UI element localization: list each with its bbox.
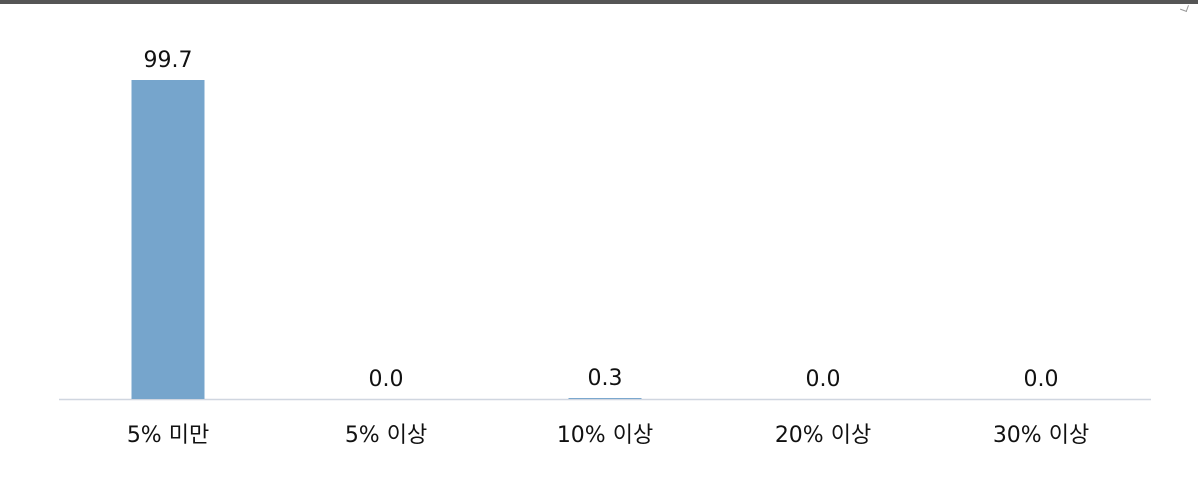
value-label-4: 0.0 [1024,367,1059,392]
category-label-4: 30% 이상 [993,423,1089,448]
category-label-0: 5% 미만 [127,423,209,448]
top-border [0,0,1198,4]
value-label-2: 0.3 [588,366,623,391]
value-label-0: 99.7 [144,48,193,73]
category-label-3: 20% 이상 [775,423,871,448]
category-label-1: 5% 이상 [345,423,427,448]
value-label-3: 0.0 [806,367,841,392]
bar-2 [568,398,642,399]
value-label-1: 0.0 [369,367,404,392]
bar-0 [131,80,205,399]
category-label-2: 10% 이상 [557,423,653,448]
